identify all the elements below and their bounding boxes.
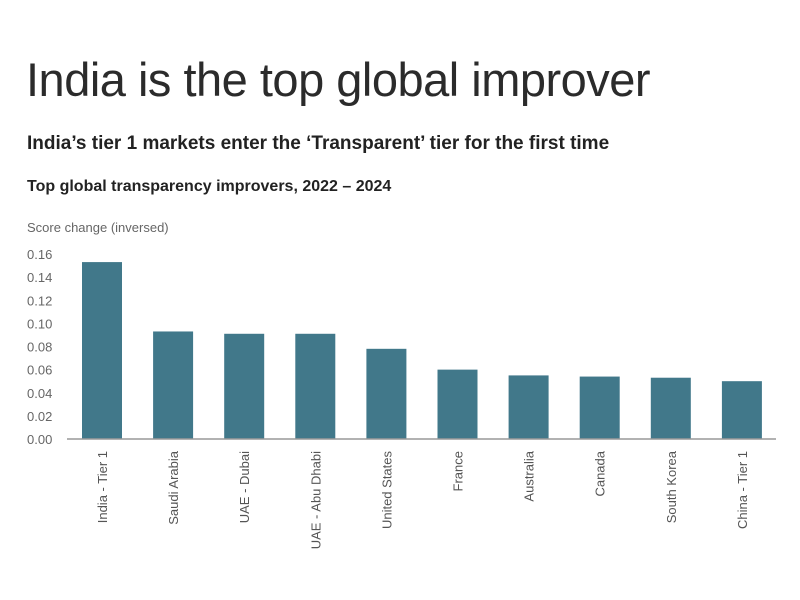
page-title: India is the top global improver	[26, 53, 651, 106]
x-tick-label: Saudi Arabia	[166, 450, 181, 524]
x-tick-label: UAE - Dubai	[237, 451, 252, 523]
x-tick-label: China - Tier 1	[735, 451, 750, 529]
x-tick-label: South Korea	[664, 450, 679, 523]
y-tick-label: 0.04	[27, 386, 52, 401]
x-tick-label: France	[451, 451, 466, 491]
x-tick-label: Australia	[522, 450, 537, 501]
bar-4	[366, 348, 407, 439]
bar-9	[721, 381, 762, 439]
bar-0	[82, 262, 122, 439]
chart-title: Top global transparency improvers, 2022 …	[27, 178, 392, 195]
y-tick-label: 0.10	[27, 316, 52, 331]
y-tick-label: 0.00	[27, 432, 52, 447]
y-tick-label: 0.16	[27, 247, 52, 262]
bar-5	[437, 369, 478, 439]
x-tick-label: India - Tier 1	[95, 451, 110, 523]
y-axis-label: Score change (inversed)	[27, 220, 169, 235]
y-tick-label: 0.12	[27, 293, 52, 308]
bar-8	[650, 377, 691, 439]
bar-2	[224, 333, 265, 439]
page-subtitle: India’s tier 1 markets enter the ‘Transp…	[27, 133, 610, 154]
y-tick-label: 0.02	[27, 409, 52, 424]
x-tick-label: Canada	[593, 450, 608, 496]
bar-7	[579, 376, 620, 439]
bar-3	[295, 333, 336, 439]
y-tick-label: 0.06	[27, 363, 52, 378]
x-tick-label: United States	[379, 451, 394, 530]
bar-6	[508, 375, 549, 439]
y-tick-label: 0.08	[27, 340, 52, 355]
y-tick-label: 0.14	[27, 270, 52, 285]
bar-1	[153, 331, 194, 439]
x-tick-label: UAE - Abu Dhabi	[308, 451, 323, 549]
